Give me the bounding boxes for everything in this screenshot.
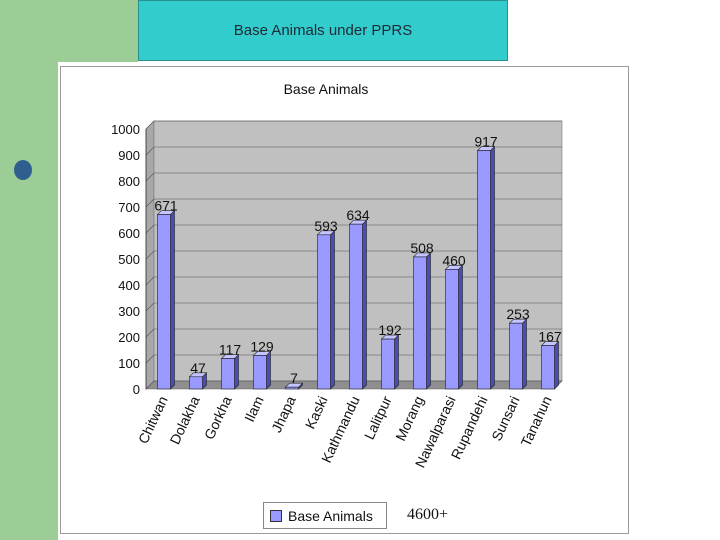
gridline-diag <box>145 328 155 338</box>
gridline-diag <box>145 354 155 364</box>
y-tick-label: 100 <box>118 356 140 371</box>
x-tick-label: Tanahun <box>518 394 555 449</box>
bar <box>348 219 368 390</box>
data-label: 671 <box>154 198 178 214</box>
bar-side <box>490 145 495 390</box>
bar-side <box>426 252 431 390</box>
bar <box>412 252 432 390</box>
slide-title: Base Animals under PPRS <box>138 0 508 61</box>
data-label: 129 <box>250 338 274 354</box>
data-label: 634 <box>346 207 370 223</box>
y-tick-label: 700 <box>118 200 140 215</box>
bar <box>252 350 272 390</box>
bar <box>220 353 240 390</box>
bar-front <box>445 269 459 390</box>
data-label: 47 <box>190 360 206 376</box>
data-label: 117 <box>219 342 242 358</box>
data-label: 917 <box>474 134 498 150</box>
x-tick-label: Sunsari <box>488 394 523 444</box>
bar-front <box>349 223 363 390</box>
bar <box>476 145 496 390</box>
y-tick-label: 400 <box>118 278 140 293</box>
bar-side <box>330 230 335 390</box>
bar-front <box>317 234 331 390</box>
bar <box>188 372 208 390</box>
bar-side <box>554 340 559 390</box>
total-note: 4600+ <box>407 506 449 523</box>
x-tick-label: Ilam <box>241 394 267 425</box>
x-tick-label: Chitwan <box>135 394 171 447</box>
bar-front <box>221 358 235 390</box>
bar-front <box>157 214 171 390</box>
gridline-diag <box>145 276 155 286</box>
data-label: 167 <box>538 329 562 345</box>
data-label: 593 <box>314 218 338 234</box>
bar-side <box>170 209 175 390</box>
bar <box>380 334 400 390</box>
legend-swatch <box>270 509 282 522</box>
gridline-diag <box>145 120 155 130</box>
bar-front <box>477 150 491 390</box>
y-tick-label: 200 <box>118 330 140 345</box>
gridline-diag <box>145 250 155 260</box>
x-tick-label: Lalitpur <box>361 393 395 442</box>
bar-front <box>189 376 203 390</box>
x-tick-label: Jhapa <box>268 393 299 435</box>
gridline-diag <box>145 224 155 234</box>
data-label: 253 <box>506 306 530 322</box>
bar <box>444 264 464 390</box>
gridline-diag <box>145 172 155 182</box>
bar-side <box>266 350 271 390</box>
gridline-diag <box>145 198 155 208</box>
bar <box>316 230 336 390</box>
bar <box>156 209 176 390</box>
bar <box>508 318 528 390</box>
bar-side <box>458 264 463 390</box>
chart-title: Base Animals <box>284 81 369 97</box>
y-tick-label: 500 <box>118 252 140 267</box>
gridline-diag <box>145 302 155 312</box>
x-tick-label: Morang <box>392 394 427 444</box>
y-tick-label: 1000 <box>111 122 140 137</box>
bar <box>540 340 560 390</box>
bar-front <box>381 338 395 390</box>
bar-front <box>413 256 427 390</box>
bar-side <box>394 334 399 390</box>
bar-front <box>285 386 299 390</box>
x-tick-label: Kaski <box>302 394 331 432</box>
y-tick-label: 0 <box>133 382 140 397</box>
data-label: 460 <box>442 252 466 268</box>
chart-legend: Base Animals <box>263 502 387 529</box>
bar-front <box>541 345 555 390</box>
x-tick-label: Dolakha <box>167 393 203 447</box>
gridline-diag <box>145 146 155 156</box>
bar-side <box>234 353 239 390</box>
bullet-dot <box>14 160 32 180</box>
gridline-diag <box>145 380 155 390</box>
data-label: 7 <box>290 370 298 386</box>
y-tick-label: 300 <box>118 304 140 319</box>
data-label: 192 <box>378 322 402 338</box>
bar-front <box>509 322 523 390</box>
y-tick-label: 900 <box>118 148 140 163</box>
bar <box>284 382 304 390</box>
x-tick-label: Gorkha <box>201 393 235 442</box>
y-tick-label: 600 <box>118 226 140 241</box>
legend-label: Base Animals <box>288 507 373 524</box>
y-tick-label: 800 <box>118 174 140 189</box>
bar-front <box>253 355 267 390</box>
bar-side <box>522 318 527 390</box>
slide-left-band <box>0 0 58 540</box>
bar-side <box>362 219 367 390</box>
slide-top-band <box>0 0 138 62</box>
data-label: 508 <box>410 240 434 256</box>
